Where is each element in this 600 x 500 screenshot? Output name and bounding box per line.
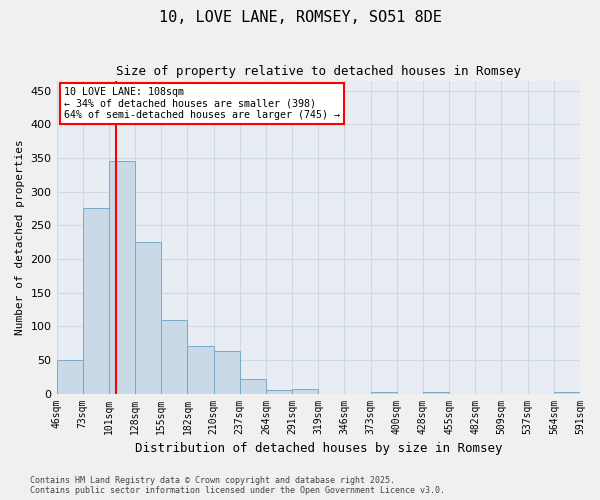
Bar bbox=[187, 346, 214, 394]
Text: 10, LOVE LANE, ROMSEY, SO51 8DE: 10, LOVE LANE, ROMSEY, SO51 8DE bbox=[158, 10, 442, 25]
Bar bbox=[109, 162, 135, 394]
Bar bbox=[214, 351, 240, 394]
Y-axis label: Number of detached properties: Number of detached properties bbox=[15, 139, 25, 335]
Text: 10 LOVE LANE: 108sqm
← 34% of detached houses are smaller (398)
64% of semi-deta: 10 LOVE LANE: 108sqm ← 34% of detached h… bbox=[64, 88, 340, 120]
Bar bbox=[266, 390, 292, 394]
Bar bbox=[135, 242, 161, 394]
Bar bbox=[371, 392, 397, 394]
Bar bbox=[292, 389, 318, 394]
Text: Contains HM Land Registry data © Crown copyright and database right 2025.
Contai: Contains HM Land Registry data © Crown c… bbox=[30, 476, 445, 495]
Bar bbox=[56, 360, 83, 394]
Bar bbox=[161, 320, 187, 394]
Bar bbox=[423, 392, 449, 394]
Bar bbox=[240, 378, 266, 394]
Bar bbox=[83, 208, 109, 394]
Title: Size of property relative to detached houses in Romsey: Size of property relative to detached ho… bbox=[116, 65, 521, 78]
Bar bbox=[554, 392, 580, 394]
X-axis label: Distribution of detached houses by size in Romsey: Distribution of detached houses by size … bbox=[134, 442, 502, 455]
